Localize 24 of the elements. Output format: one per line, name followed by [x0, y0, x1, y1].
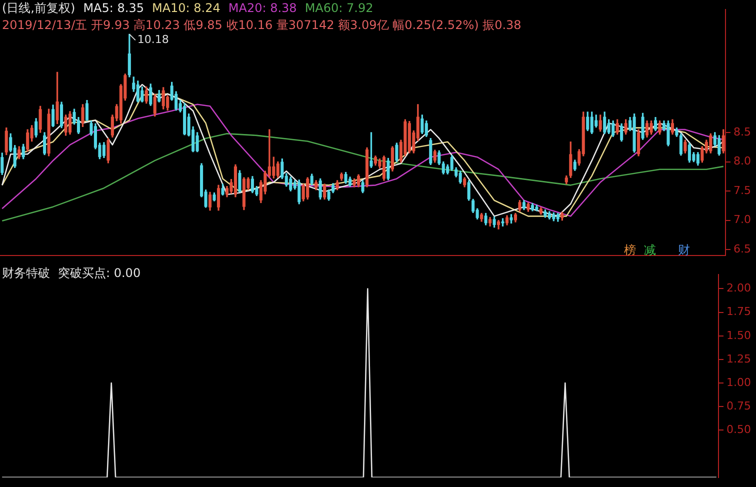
y-tick-label: 1.75 [726, 305, 752, 318]
y-tick-label: 2.00 [726, 282, 752, 295]
annotation: 财 [678, 243, 690, 257]
y-tick-label: 7.5 [734, 184, 752, 197]
y-tick-label: 0.50 [726, 423, 752, 436]
y-tick-label: 7.0 [734, 213, 752, 226]
y-tick-label: 1.00 [726, 376, 752, 389]
y-tick-label: 0.75 [726, 400, 752, 413]
chart-title: 财务特破 [2, 266, 50, 280]
text: MA20: 8.38 [228, 1, 297, 15]
y-tick-label: 8.5 [734, 125, 752, 138]
annotation: 榜 [624, 243, 636, 257]
text: MA5: 8.35 [83, 1, 144, 15]
y-tick-label: 1.50 [726, 328, 752, 342]
text: MA60: 7.92 [304, 1, 374, 15]
annotation: 10.18 [137, 33, 169, 46]
chart-title: (日线,前复权) [2, 1, 76, 15]
y-tick-label: 6.5 [734, 242, 752, 256]
text: MA10: 8.24 [152, 1, 220, 15]
text: 突破买点: 0.00 [58, 266, 141, 280]
y-tick-label: 8.0 [734, 154, 752, 168]
annotation: 减 [644, 243, 656, 257]
text: 2019/12/13/五 开9.93 高10.23 低9.85 收10.16 量307142 额3.09亿 幅0.25(2.52%) 振0.38 [2, 17, 522, 34]
y-tick-label: 1.25 [726, 352, 752, 366]
